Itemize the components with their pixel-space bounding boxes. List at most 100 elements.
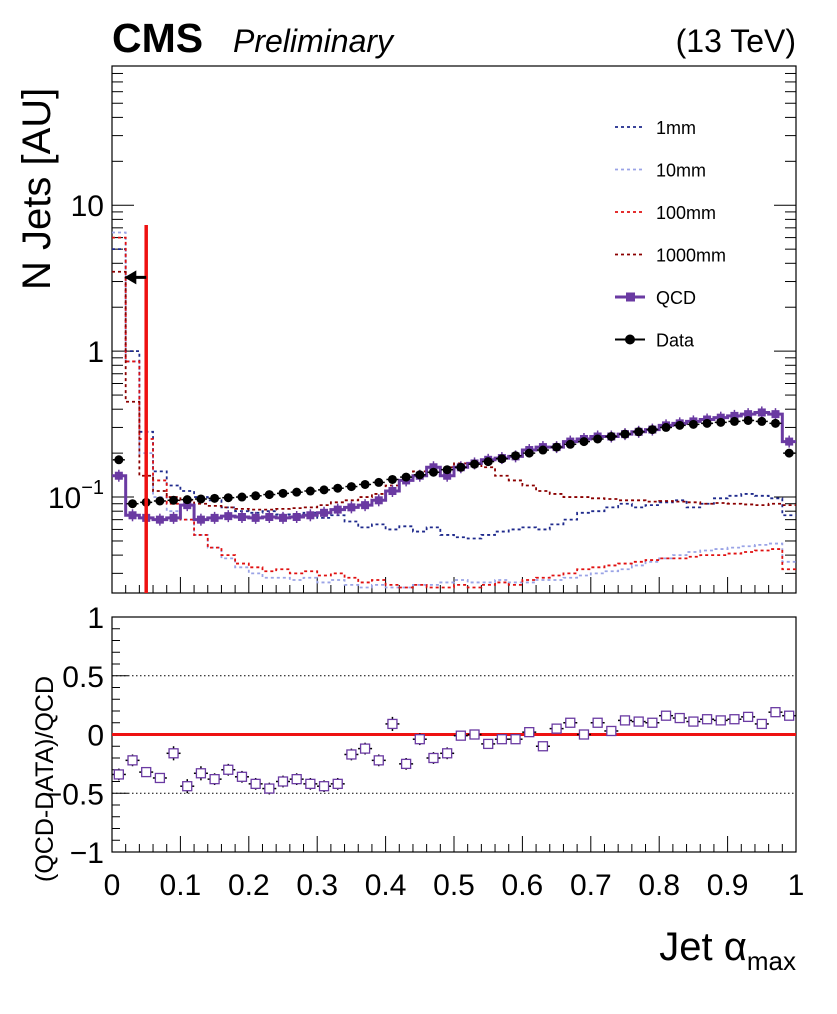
data-point: [634, 427, 644, 437]
data-point: [470, 459, 480, 469]
ratio-point: [221, 763, 236, 776]
qcd-point: [306, 511, 315, 520]
ratio-point: [262, 782, 277, 795]
ratio-point: [358, 742, 373, 755]
x-tick-label: 0.1: [160, 869, 202, 902]
ratio-point: [248, 777, 263, 790]
data-point: [169, 495, 179, 505]
ratio-marker: [688, 716, 699, 727]
ratio-point: [385, 716, 400, 731]
qcd-point: [237, 512, 246, 521]
data-point: [593, 434, 603, 444]
qcd-point: [716, 413, 725, 422]
data-point: [661, 422, 671, 432]
qcd-point: [155, 515, 164, 524]
ratio-y-tick-label: 0.5: [62, 661, 104, 694]
qcd-point: [443, 471, 452, 480]
data-point: [387, 474, 397, 484]
data-point: [182, 495, 192, 505]
data-point: [305, 486, 315, 496]
data-point: [538, 445, 548, 455]
ratio-point: [207, 773, 222, 786]
qcd-point: [210, 513, 219, 522]
x-tick-label: 0.6: [502, 869, 544, 902]
ratio-marker: [291, 774, 302, 785]
ratio-marker: [168, 748, 179, 759]
qcd-point: [169, 513, 178, 522]
data-point: [511, 451, 521, 461]
ratio-marker: [633, 716, 644, 727]
ratio-marker: [674, 712, 685, 724]
ratio-point: [727, 714, 742, 725]
ratio-marker: [592, 717, 603, 728]
series-line-100mm: [112, 236, 796, 589]
ratio-point: [754, 718, 769, 730]
data-point: [128, 499, 138, 509]
ratio-marker: [236, 771, 248, 782]
ratio-point: [618, 715, 632, 726]
ratio-marker: [359, 743, 371, 754]
ratio-point: [576, 729, 591, 740]
arrow-head: [124, 270, 137, 285]
ratio-y-tick-label: 1: [87, 602, 104, 635]
ratio-marker: [195, 768, 207, 779]
y-tick-label: 10−1: [48, 477, 104, 515]
ratio-point: [399, 758, 414, 770]
ratio-point: [371, 754, 386, 767]
qcd-point: [429, 463, 438, 472]
ratio-point: [713, 715, 728, 726]
ratio-point: [344, 748, 359, 761]
ratio-marker: [578, 729, 590, 740]
data-point: [264, 490, 274, 500]
ratio-marker: [442, 748, 453, 759]
ratio-plot-panel: 10.50−0.5−10 0.1 0.2 0.3 0.4 0.5 0.6 0.7 0.8 0.9 1: [45, 602, 805, 902]
status-label: Preliminary: [233, 23, 395, 59]
ratio-marker: [770, 707, 781, 718]
ratio-point: [467, 729, 482, 740]
ratio-y-axis-label: (QCD-DATA)/QCD: [31, 676, 59, 882]
ratio-point: [234, 770, 249, 783]
qcd-point: [292, 512, 301, 521]
legend-label: 1mm: [656, 118, 696, 138]
ratio-marker: [469, 729, 480, 740]
ratio-marker: [400, 758, 412, 770]
ratio-marker: [373, 755, 384, 766]
qcd-point: [771, 410, 780, 419]
ratio-point: [631, 716, 646, 727]
ratio-point: [289, 773, 304, 786]
x-tick-label: 0.7: [570, 869, 612, 902]
ratio-point: [659, 710, 674, 721]
data-point: [346, 482, 356, 492]
main-y-axis-label: N Jets [AU]: [15, 88, 59, 290]
ratio-marker: [127, 755, 138, 766]
ratio-marker: [715, 715, 726, 726]
ratio-marker: [318, 781, 330, 792]
data-point: [757, 416, 767, 426]
qcd-point: [320, 508, 329, 517]
ratio-marker: [277, 776, 289, 787]
ratio-point: [686, 716, 701, 727]
data-point: [743, 415, 753, 425]
energy-label: (13 TeV): [676, 23, 796, 59]
data-point: [401, 472, 411, 482]
ratio-marker: [141, 766, 152, 778]
ratio-points-group: [111, 707, 797, 795]
data-point: [702, 418, 712, 428]
data-point: [114, 455, 124, 465]
ratio-marker: [647, 717, 658, 728]
x-tick-label: 1: [788, 869, 805, 902]
ratio-marker: [387, 718, 398, 730]
y-tick-label-base: 10: [48, 482, 81, 515]
data-point: [716, 417, 726, 427]
ratio-marker: [455, 730, 466, 741]
data-point: [251, 491, 261, 501]
ratio-y-tick-label: −0.5: [45, 778, 104, 811]
data-point: [784, 448, 794, 458]
data-point: [210, 493, 220, 503]
ratio-marker: [496, 734, 508, 745]
data-point: [688, 419, 698, 429]
ratio-point: [453, 730, 468, 741]
ratio-point: [604, 725, 619, 737]
ratio-point: [741, 711, 756, 723]
data-point: [333, 483, 343, 493]
